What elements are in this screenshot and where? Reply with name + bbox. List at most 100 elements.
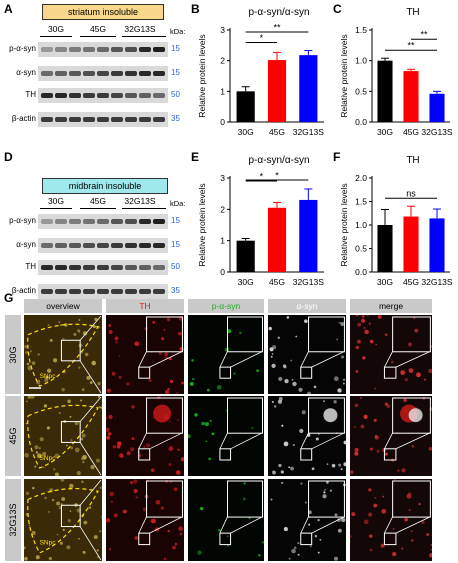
inset-box bbox=[308, 316, 345, 353]
signal-speck bbox=[100, 516, 102, 519]
zoom-line bbox=[149, 350, 183, 368]
roi-box bbox=[383, 366, 397, 379]
signal-speck bbox=[208, 457, 212, 461]
signal-speck bbox=[67, 519, 71, 523]
microscopy-panel bbox=[188, 479, 264, 561]
signal-speck bbox=[341, 517, 346, 523]
blot-band bbox=[97, 117, 109, 122]
blot-band bbox=[55, 289, 67, 294]
signal-speck bbox=[361, 315, 365, 318]
zoom-region-box bbox=[60, 339, 81, 362]
signal-speck bbox=[416, 372, 421, 378]
signal-speck bbox=[168, 463, 172, 466]
signal-speck bbox=[42, 466, 45, 469]
inset-box bbox=[146, 316, 183, 353]
signal-speck bbox=[118, 355, 121, 358]
blot-band bbox=[83, 243, 95, 248]
signal-speck bbox=[286, 316, 290, 319]
signal-speck bbox=[106, 388, 111, 393]
signal-speck bbox=[319, 538, 322, 541]
microscopy-image bbox=[106, 316, 184, 394]
signal-speck bbox=[78, 537, 80, 540]
zoom-line bbox=[79, 442, 102, 476]
signal-speck bbox=[362, 356, 366, 360]
signal-speck bbox=[155, 499, 161, 505]
blot-band bbox=[139, 219, 151, 224]
signal-speck bbox=[180, 457, 184, 462]
signal-speck bbox=[66, 444, 68, 447]
signal-speck bbox=[281, 424, 284, 427]
western-blot-d: 30G 45G 32G13S kDa: p-α-syn 15 α-syn 15 TH 50 β-ac… bbox=[0, 196, 190, 316]
signal-speck bbox=[350, 470, 354, 475]
signal-speck bbox=[109, 491, 114, 497]
signal-speck bbox=[81, 480, 84, 484]
signal-speck bbox=[333, 376, 339, 382]
group-bracket-line bbox=[80, 208, 116, 209]
signal-speck bbox=[60, 479, 65, 482]
signal-speck bbox=[270, 498, 273, 501]
microscopy-panel: SNpc bbox=[24, 315, 102, 394]
signal-speck bbox=[150, 468, 155, 473]
snpc-outline bbox=[27, 404, 99, 469]
blot-band bbox=[111, 47, 123, 52]
zoom-line bbox=[395, 516, 431, 534]
signal-speck bbox=[192, 377, 195, 381]
blot-band bbox=[41, 289, 53, 294]
signal-speck bbox=[295, 335, 298, 338]
signal-speck bbox=[126, 451, 131, 456]
zoom-line bbox=[230, 432, 263, 450]
signal-speck bbox=[243, 482, 246, 485]
signal-speck bbox=[277, 399, 283, 404]
blot-band bbox=[55, 243, 67, 248]
signal-speck bbox=[272, 470, 276, 475]
signal-speck bbox=[164, 352, 169, 357]
zoom-line bbox=[138, 351, 147, 368]
signal-speck bbox=[359, 397, 362, 400]
signal-speck bbox=[204, 422, 209, 427]
blot-band bbox=[153, 243, 165, 248]
signal-speck bbox=[324, 488, 326, 491]
blot-band bbox=[125, 93, 137, 98]
kda-marker: 15 bbox=[171, 240, 180, 249]
signal-speck bbox=[59, 324, 62, 326]
signal-speck bbox=[143, 445, 146, 448]
significance-label: ** bbox=[273, 23, 281, 33]
roi-box bbox=[219, 366, 232, 379]
y-tick-label: 1 bbox=[220, 86, 225, 96]
signal-speck bbox=[410, 530, 413, 533]
signal-speck bbox=[82, 550, 86, 554]
signal-speck bbox=[135, 496, 138, 499]
signal-speck bbox=[363, 519, 369, 525]
inset-box bbox=[227, 480, 263, 518]
blot-band bbox=[83, 289, 95, 294]
signal-speck bbox=[342, 382, 345, 385]
signal-speck bbox=[69, 415, 72, 418]
signal-speck bbox=[354, 403, 359, 408]
signal-speck bbox=[391, 360, 394, 364]
bar bbox=[429, 93, 445, 122]
blot-band bbox=[55, 219, 67, 224]
signal-speck bbox=[122, 509, 127, 514]
bar bbox=[236, 240, 255, 272]
signal-speck bbox=[366, 315, 369, 317]
bar bbox=[299, 199, 318, 272]
signal-speck bbox=[209, 419, 212, 423]
blot-band bbox=[125, 219, 137, 224]
signal-speck bbox=[428, 447, 432, 451]
roi-box bbox=[300, 532, 313, 546]
x-tick-label: 32G13S bbox=[421, 127, 453, 137]
signal-speck bbox=[283, 527, 288, 532]
signal-speck bbox=[191, 359, 194, 362]
signal-speck bbox=[108, 324, 112, 328]
inset-box bbox=[146, 480, 183, 518]
signal-speck bbox=[410, 539, 414, 542]
signal-speck bbox=[313, 385, 317, 389]
blot-band bbox=[111, 243, 123, 248]
signal-speck bbox=[163, 557, 167, 561]
signal-speck bbox=[188, 434, 191, 439]
zoom-region-box bbox=[60, 421, 81, 443]
bar-chart-c: TH Relative protein levels 0.0 0.5 1.0 1.5 30G… bbox=[338, 4, 456, 144]
roi-box bbox=[300, 448, 313, 461]
signal-speck bbox=[284, 378, 289, 384]
signal-speck bbox=[333, 556, 339, 561]
